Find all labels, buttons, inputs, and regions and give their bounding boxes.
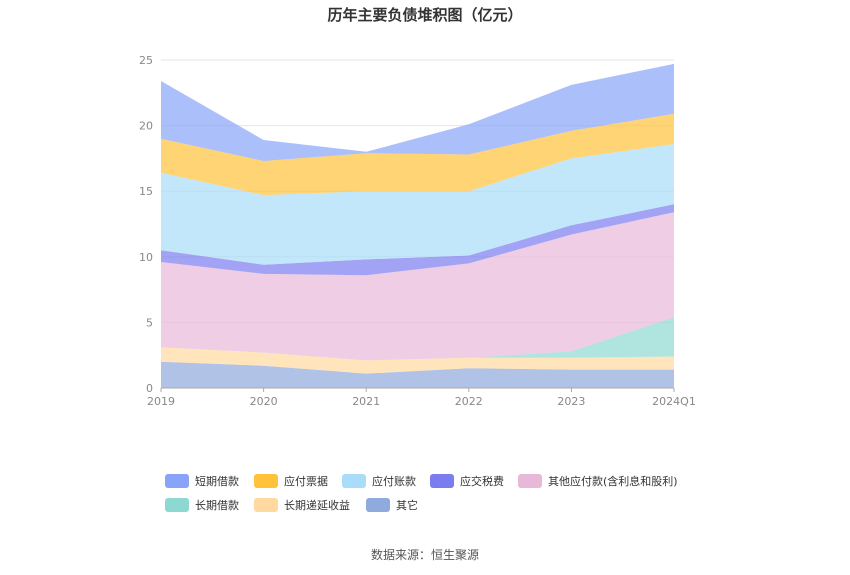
legend-item: 长期借款 — [165, 498, 239, 512]
legend-swatch — [518, 474, 542, 488]
y-tick-label: 15 — [139, 185, 153, 198]
area-长期借款 — [161, 317, 674, 361]
legend-item: 长期递延收益 — [254, 498, 350, 512]
area-应交税费 — [161, 204, 674, 276]
area-其他应付款(含利息和股利) — [161, 212, 674, 361]
legend-label: 应付账款 — [372, 474, 416, 488]
legend-swatch — [430, 474, 454, 488]
legend-label: 应付票据 — [284, 474, 328, 488]
y-tick-label: 10 — [139, 251, 153, 264]
y-tick-label: 25 — [139, 54, 153, 67]
axes: 2019 2020 2021 2022 2023 2024Q1 — [147, 387, 696, 408]
x-tick-label: 2023 — [557, 395, 585, 408]
area-其它 — [161, 361, 674, 388]
area-series — [161, 63, 674, 388]
y-tick-label: 0 — [146, 382, 153, 395]
x-tick-label: 2021 — [352, 395, 380, 408]
legend-label: 应交税费 — [460, 474, 504, 488]
legend-item: 其它 — [366, 498, 418, 512]
legend-swatch — [366, 498, 390, 512]
legend-label: 其它 — [396, 498, 418, 512]
area-长期递延收益 — [161, 347, 674, 374]
area-应付票据 — [161, 113, 674, 196]
y-tick-label: 20 — [139, 120, 153, 133]
legend-swatch — [165, 498, 189, 512]
legend-swatch — [165, 474, 189, 488]
legend-swatch — [254, 474, 278, 488]
data-source: 数据来源：恒生聚源 — [371, 547, 479, 562]
chart-title: 历年主要负债堆积图（亿元） — [327, 6, 522, 24]
legend-item: 应付票据 — [254, 474, 328, 488]
x-tick-label: 2019 — [147, 395, 175, 408]
legend-swatch — [342, 474, 366, 488]
legend: 短期借款 应付票据 应付账款 应交税费 其他应付款(含利息和股利) 长期借款 长期递延收益 其… — [165, 474, 678, 512]
legend-swatch — [254, 498, 278, 512]
legend-label: 短期借款 — [195, 474, 239, 488]
y-tick-label: 5 — [146, 316, 153, 329]
legend-item: 其他应付款(含利息和股利) — [518, 474, 678, 488]
legend-item: 应付账款 — [342, 474, 416, 488]
legend-label: 长期借款 — [195, 498, 239, 512]
legend-item: 短期借款 — [165, 474, 239, 488]
x-tick-label: 2024Q1 — [652, 395, 696, 408]
legend-label: 长期递延收益 — [284, 498, 350, 512]
area-应付账款 — [161, 144, 674, 265]
x-tick-label: 2022 — [455, 395, 483, 408]
legend-label: 其他应付款(含利息和股利) — [548, 474, 678, 488]
x-tick-label: 2020 — [250, 395, 278, 408]
legend-item: 应交税费 — [430, 474, 504, 488]
area-短期借款 — [161, 63, 674, 161]
